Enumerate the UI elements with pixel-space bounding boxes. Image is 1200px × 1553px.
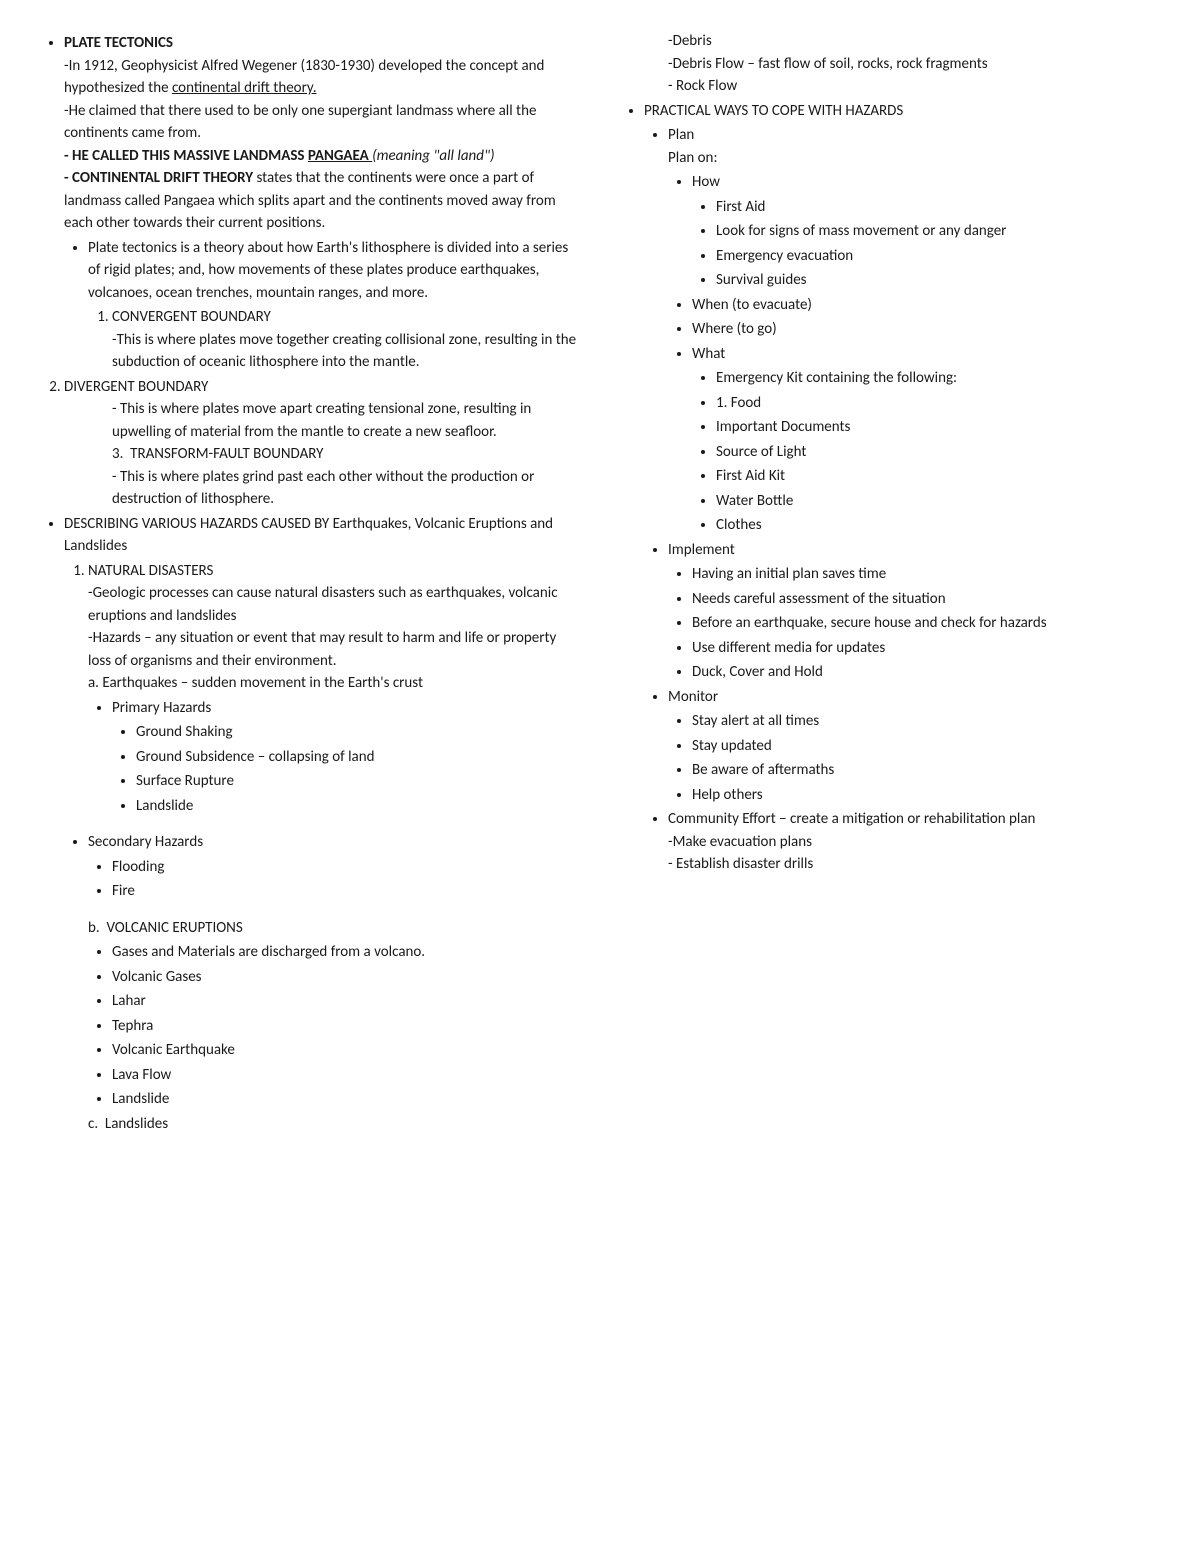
list-item: NATURAL DISASTERS -Geologic processes ca… xyxy=(88,560,580,818)
list-item: Important Documents xyxy=(716,416,1160,439)
list-item: Emergency Kit containing the following: xyxy=(716,367,1160,390)
what-list: Emergency Kit containing the following: … xyxy=(692,367,1160,537)
paragraph: - Rock Flow xyxy=(668,75,1160,98)
paragraph: Plan on: xyxy=(668,147,1160,170)
list-item: Where (to go) xyxy=(692,318,1160,341)
list-item: Source of Light xyxy=(716,441,1160,464)
paragraph: - HE CALLED THIS MASSIVE LANDMASS PANGAE… xyxy=(64,145,580,168)
secondary-hazards: Flooding Fire xyxy=(88,856,580,903)
right-column: -Debris -Debris Flow – fast flow of soil… xyxy=(620,30,1160,1137)
paragraph: -Debris Flow – fast flow of soil, rocks,… xyxy=(668,53,1160,76)
paragraph: -Geologic processes can cause natural di… xyxy=(88,582,580,627)
list-item: Landslide xyxy=(136,795,580,818)
list-item: Surface Rupture xyxy=(136,770,580,793)
list-item: DIVERGENT BOUNDARY - This is where plate… xyxy=(64,376,580,511)
boundary-list: CONVERGENT BOUNDARY -This is where plate… xyxy=(88,306,580,374)
list-item: First Aid xyxy=(716,196,1160,219)
list-item: Ground Subsidence – collapsing of land xyxy=(136,746,580,769)
list-item: Gases and Materials are discharged from … xyxy=(112,941,580,964)
list-item: Tephra xyxy=(112,1015,580,1038)
sublist: Plate tectonics is a theory about how Ea… xyxy=(64,237,580,374)
document-columns: PLATE TECTONICS -In 1912, Geophysicist A… xyxy=(40,30,1160,1137)
top-list-left: PLATE TECTONICS -In 1912, Geophysicist A… xyxy=(40,32,580,374)
list-item: CONVERGENT BOUNDARY -This is where plate… xyxy=(112,306,580,374)
list-item: Implement Having an initial plan saves t… xyxy=(668,539,1160,684)
top-list-hazards: DESCRIBING VARIOUS HAZARDS CAUSED BY Ear… xyxy=(40,513,580,1136)
primary-hazards: Ground Shaking Ground Subsidence – colla… xyxy=(112,721,580,817)
paragraph: c. Landslides xyxy=(88,1113,580,1136)
section-hazards: DESCRIBING VARIOUS HAZARDS CAUSED BY Ear… xyxy=(64,513,580,1136)
indented-block: - This is where plates move apart creati… xyxy=(64,398,580,511)
list-item: Before an earthquake, secure house and c… xyxy=(692,612,1160,635)
list-item: Secondary Hazards Flooding Fire xyxy=(88,831,580,903)
list-item: Duck, Cover and Hold xyxy=(692,661,1160,684)
cope-sublist: Plan Plan on: How First Aid Look for sig… xyxy=(644,124,1160,876)
list-item: Volcanic Gases xyxy=(112,966,580,989)
list-item: Help others xyxy=(692,784,1160,807)
section-cope: PRACTICAL WAYS TO COPE WITH HAZARDS Plan… xyxy=(644,100,1160,876)
list-item: Clothes xyxy=(716,514,1160,537)
landslide-cont: -Debris -Debris Flow – fast flow of soil… xyxy=(620,30,1160,98)
boundary-list-cont: DIVERGENT BOUNDARY - This is where plate… xyxy=(40,376,580,511)
paragraph: b. VOLCANIC ERUPTIONS xyxy=(88,917,580,940)
list-item: Landslide xyxy=(112,1088,580,1111)
paragraph: - This is where plates grind past each o… xyxy=(112,466,580,511)
list-item: Stay updated xyxy=(692,735,1160,758)
left-column: PLATE TECTONICS -In 1912, Geophysicist A… xyxy=(40,30,580,1137)
primary-hazards-wrap: Primary Hazards Ground Shaking Ground Su… xyxy=(88,697,580,818)
list-item: Emergency evacuation xyxy=(716,245,1160,268)
list-item: Water Bottle xyxy=(716,490,1160,513)
list-item: Flooding xyxy=(112,856,580,879)
paragraph: a. Earthquakes – sudden movement in the … xyxy=(88,672,580,695)
implement-list: Having an initial plan saves time Needs … xyxy=(668,563,1160,684)
how-list: First Aid Look for signs of mass movemen… xyxy=(692,196,1160,292)
paragraph: -In 1912, Geophysicist Alfred Wegener (1… xyxy=(64,55,580,100)
plan-list: How First Aid Look for signs of mass mov… xyxy=(668,171,1160,537)
paragraph: -Debris xyxy=(668,30,1160,53)
paragraph: -He claimed that there used to be only o… xyxy=(64,100,580,145)
heading-plate-tectonics: PLATE TECTONICS xyxy=(64,34,173,52)
list-item: Stay alert at all times xyxy=(692,710,1160,733)
volcanic-block: b. VOLCANIC ERUPTIONS Gases and Material… xyxy=(64,917,580,1136)
list-item: Look for signs of mass movement or any d… xyxy=(716,220,1160,243)
list-item: Survival guides xyxy=(716,269,1160,292)
volcanic-list: Gases and Materials are discharged from … xyxy=(88,941,580,1111)
monitor-list: Stay alert at all times Stay updated Be … xyxy=(668,710,1160,806)
paragraph: - Establish disaster drills xyxy=(668,853,1160,876)
list-item: First Aid Kit xyxy=(716,465,1160,488)
paragraph: -Hazards – any situation or event that m… xyxy=(88,627,580,672)
paragraph: -This is where plates move together crea… xyxy=(112,329,580,374)
list-item: Be aware of aftermaths xyxy=(692,759,1160,782)
paragraph: 3. TRANSFORM-FAULT BOUNDARY xyxy=(112,443,580,466)
paragraph: -Make evacuation plans xyxy=(668,831,1160,854)
list-item: Community Effort – create a mitigation o… xyxy=(668,808,1160,876)
list-item: Use different media for updates xyxy=(692,637,1160,660)
list-item: When (to evacuate) xyxy=(692,294,1160,317)
secondary-hazards-wrap: Secondary Hazards Flooding Fire xyxy=(64,831,580,903)
section-plate-tectonics: PLATE TECTONICS -In 1912, Geophysicist A… xyxy=(64,32,580,374)
list-item: Lahar xyxy=(112,990,580,1013)
list-item: Needs careful assessment of the situatio… xyxy=(692,588,1160,611)
list-item: What Emergency Kit containing the follow… xyxy=(692,343,1160,537)
list-item: Volcanic Earthquake xyxy=(112,1039,580,1062)
list-item: Primary Hazards Ground Shaking Ground Su… xyxy=(112,697,580,818)
paragraph: - This is where plates move apart creati… xyxy=(112,398,580,443)
list-item: Plan Plan on: How First Aid Look for sig… xyxy=(668,124,1160,537)
list-item: Fire xyxy=(112,880,580,903)
list-item: Ground Shaking xyxy=(136,721,580,744)
list-item: Monitor Stay alert at all times Stay upd… xyxy=(668,686,1160,807)
cope-list: PRACTICAL WAYS TO COPE WITH HAZARDS Plan… xyxy=(620,100,1160,876)
list-item: Plate tectonics is a theory about how Ea… xyxy=(88,237,580,374)
list-item: Having an initial plan saves time xyxy=(692,563,1160,586)
list-item: How First Aid Look for signs of mass mov… xyxy=(692,171,1160,292)
hazards-numlist: NATURAL DISASTERS -Geologic processes ca… xyxy=(64,560,580,818)
list-item: 1. Food xyxy=(716,392,1160,415)
list-item: Lava Flow xyxy=(112,1064,580,1087)
paragraph: - CONTINENTAL DRIFT THEORY states that t… xyxy=(64,167,580,235)
